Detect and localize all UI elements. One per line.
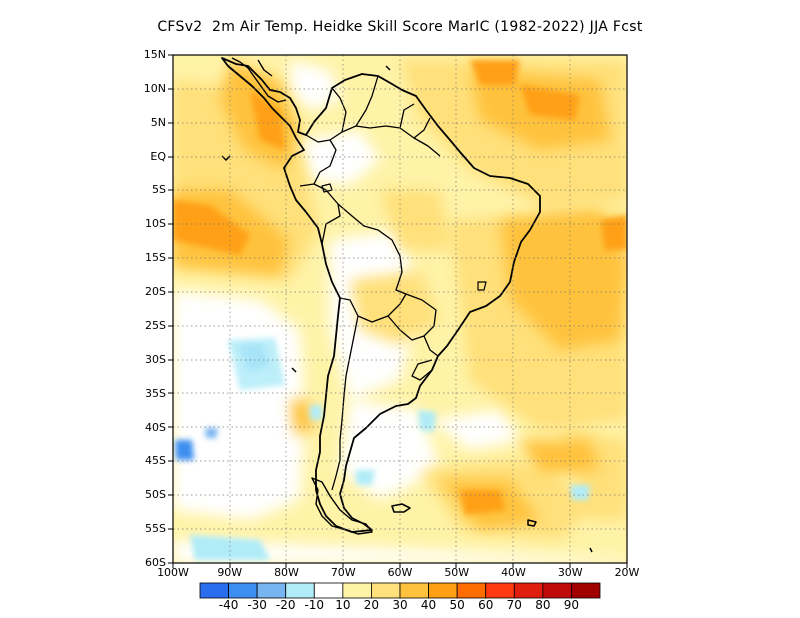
colorbar-label: 10: [335, 598, 351, 612]
lat-label: 15S: [145, 251, 166, 265]
axis-ticks: [168, 54, 628, 568]
colorbar-swatch: [256, 582, 287, 599]
colorbar-swatch: [199, 582, 229, 599]
colorbar-swatch: [513, 582, 544, 599]
lat-label: 5S: [152, 183, 166, 197]
colorbar-label: 30: [392, 598, 408, 612]
lon-label: 50W: [444, 566, 470, 579]
colorbar-swatch: [371, 582, 401, 599]
lat-label: 45S: [145, 454, 166, 468]
lon-label: 30W: [557, 566, 583, 579]
lat-label: 10N: [143, 81, 166, 95]
lon-label: 100W: [157, 566, 189, 579]
colorbar-swatch: [399, 582, 429, 599]
colorbar-swatch: [485, 582, 515, 599]
lat-label: EQ: [150, 149, 166, 163]
lat-label: 25S: [145, 318, 166, 332]
colorbar-swatch: [571, 582, 601, 599]
lat-label: 5N: [150, 115, 166, 129]
map-title: CFSv2 2m Air Temp. Heidke Skill Score Ma…: [157, 19, 643, 35]
lat-label: 35S: [145, 386, 166, 400]
lon-label: 60W: [387, 566, 413, 579]
colorbar-label: 50: [449, 598, 465, 612]
colorbar-label: 20: [363, 598, 380, 612]
lat-label: 30S: [145, 352, 166, 366]
colorbar-label: -40: [218, 598, 239, 612]
lon-label: 70W: [330, 566, 356, 579]
colorbar-label: 80: [535, 598, 551, 612]
colorbar-swatch: [428, 582, 458, 599]
colorbar-label: 70: [506, 598, 522, 612]
graticule: [173, 55, 627, 563]
lat-label: 55S: [145, 522, 166, 536]
lat-label: 15N: [143, 48, 166, 61]
colorbar-swatch: [313, 582, 344, 599]
colorbar-swatch: [228, 582, 258, 599]
lat-label: 10S: [145, 217, 166, 231]
lat-label: 60S: [145, 556, 166, 569]
colorbar-swatch: [285, 582, 315, 599]
lat-label: 40S: [145, 420, 166, 434]
colorbar-swatch: [456, 582, 487, 599]
lon-label: 40W: [501, 566, 526, 579]
coastlines: [221, 57, 593, 553]
colorbar-swatch: [542, 582, 572, 599]
colorbar-label: -20: [275, 598, 296, 612]
lon-label: 20W: [614, 566, 640, 579]
lon-label: 90W: [217, 566, 243, 579]
colorbar: [199, 582, 601, 599]
lat-label: 20S: [145, 285, 166, 299]
lon-label: 80W: [274, 566, 299, 579]
skill-field: [173, 55, 627, 563]
colorbar-label: -10: [304, 598, 325, 612]
colorbar-label: 40: [420, 598, 437, 612]
colorbar-label: 60: [478, 598, 494, 612]
plot-frame: [172, 54, 628, 564]
colorbar-swatch: [342, 582, 372, 599]
lat-label: 50S: [145, 488, 166, 502]
colorbar-label: 90: [563, 598, 580, 612]
colorbar-label: -30: [247, 598, 267, 612]
